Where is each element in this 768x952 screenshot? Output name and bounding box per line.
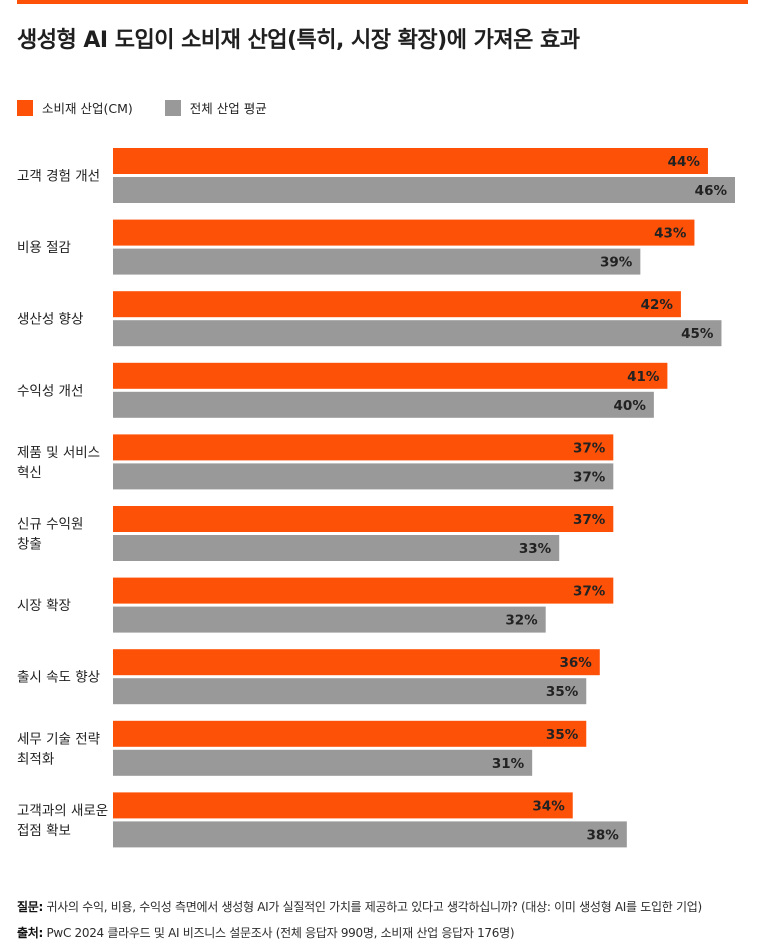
bar-all [113,606,546,633]
bar-all [113,248,641,275]
category-label: 세무 기술 전략 [17,731,100,747]
category-label: 생산성 향상 [17,312,83,328]
bar-all [113,391,654,418]
bar-all [113,749,533,776]
value-label-cm: 37% [573,512,606,528]
category-label: 창출 [17,537,42,553]
value-label-cm: 35% [546,727,579,743]
value-label-all: 46% [695,183,728,199]
category-label: 최적화 [17,751,54,767]
bar-cm [113,434,614,461]
footnote-question-label: 질문: [17,900,43,914]
bar-cm [113,792,573,819]
legend-item-all: 전체 산업 평균 [164,98,267,117]
category-label: 고객과의 새로운 [17,803,108,819]
category-label: 접점 확보 [17,823,71,839]
value-label-all: 37% [573,469,606,485]
category-label: 시장 확장 [17,598,71,614]
value-label-cm: 37% [573,584,606,600]
bar-cm [113,506,614,532]
category-label: 비용 절감 [17,240,71,256]
value-label-all: 35% [546,684,579,700]
value-label-all: 31% [492,756,525,772]
legend-swatch-cm [17,99,33,116]
bar-cm [113,362,668,389]
value-label-cm: 44% [668,154,701,170]
bar-all [113,463,614,490]
value-label-all: 32% [505,613,538,629]
bar-all [113,821,627,848]
category-label: 고객 경험 개선 [17,169,100,185]
value-label-cm: 34% [532,798,565,814]
category-label: 수익성 개선 [17,383,83,399]
legend-swatch-all [164,99,181,116]
category-label: 신규 수익원 [17,517,83,533]
top-accent-rule [17,0,748,4]
value-label-all: 45% [681,326,714,342]
legend-item-cm: 소비재 산업(CM) [17,98,133,117]
value-label-cm: 41% [627,369,660,385]
legend-label-all: 전체 산업 평균 [189,101,267,116]
bar-cm [113,291,681,318]
value-label-all: 38% [586,827,619,843]
bar-all [113,535,560,561]
bar-chart: 고객 경험 개선 44% 46% 비용 절감 43% 39% 생산성 향상 42% 45% 수익성… [17,148,735,848]
value-label-all: 33% [519,541,552,557]
bar-all [113,177,735,203]
chart-title: 생성형 AI 도입이 소비재 산업(특히, 시장 확장)에 가져온 효과 [17,28,580,53]
bar-cm [113,649,600,676]
bar-all [113,320,722,347]
category-label: 출시 속도 향상 [17,670,100,686]
value-label-cm: 36% [559,655,592,671]
bar-cm [113,148,708,174]
legend: 소비재 산업(CM) 전체 산업 평균 [17,98,299,117]
footnote-question-text: 귀사의 수익, 비용, 수익성 측면에서 생성형 AI가 실질적인 가치를 제공… [42,900,702,914]
category-label: 제품 및 서비스 [17,445,100,461]
bar-cm [113,577,614,604]
value-label-cm: 37% [573,440,606,456]
legend-label-cm: 소비재 산업(CM) [42,101,133,116]
bar-cm [113,720,587,747]
value-label-all: 40% [614,398,647,414]
value-label-cm: 42% [641,297,674,313]
category-label: 혁신 [17,465,42,481]
bar-all [113,678,587,705]
bar-cm [113,219,695,246]
footnote-question: 질문: 귀사의 수익, 비용, 수익성 측면에서 생성형 AI가 실질적인 가치… [17,898,702,915]
footnote-source-text: PwC 2024 클라우드 및 AI 비즈니스 설문조사 (전체 응답자 990… [42,926,515,940]
value-label-all: 39% [600,255,633,271]
footnote-source: 출처: PwC 2024 클라우드 및 AI 비즈니스 설문조사 (전체 응답자… [17,924,515,941]
value-label-cm: 43% [654,226,687,242]
footnote-source-label: 출처: [17,926,43,940]
